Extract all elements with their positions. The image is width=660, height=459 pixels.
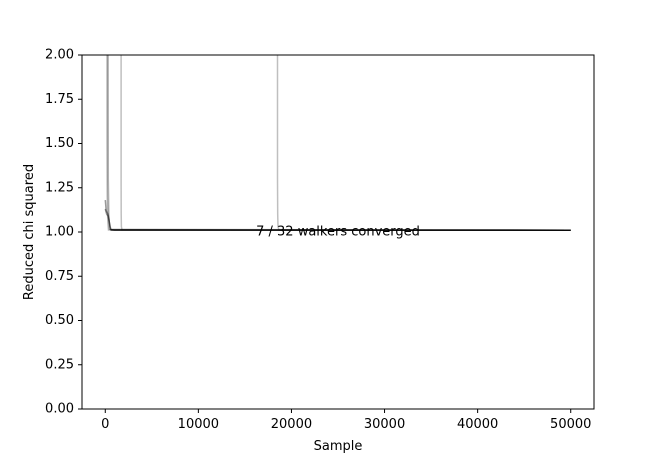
y-tick-label: 0.50 xyxy=(45,313,74,328)
y-tick-label: 1.00 xyxy=(45,225,74,240)
x-axis: 0 10000 20000 30000 40000 50000 xyxy=(101,409,591,432)
x-tick-label: 40000 xyxy=(457,417,498,432)
series-layer xyxy=(104,55,571,231)
walker-line-5 xyxy=(104,200,571,231)
x-tick-label: 30000 xyxy=(364,417,405,432)
x-tick-label: 10000 xyxy=(178,417,219,432)
x-tick-label: 20000 xyxy=(271,417,312,432)
x-axis-label: Sample xyxy=(314,439,363,454)
y-tick-label: 1.25 xyxy=(45,180,74,195)
y-tick-label: 0.00 xyxy=(45,402,74,417)
y-tick-label: 1.50 xyxy=(45,136,74,151)
plot-area xyxy=(82,55,594,409)
x-tick-label: 50000 xyxy=(550,417,591,432)
y-axis: 0.00 0.25 0.50 0.75 1.00 1.25 1.50 1.75 2.00 xyxy=(45,48,82,417)
y-tick-label: 0.75 xyxy=(45,269,74,284)
y-tick-label: 1.75 xyxy=(45,92,74,107)
annotation-label: 7 / 32 walkers converged xyxy=(256,225,420,240)
y-axis-label: Reduced chi squared xyxy=(22,164,37,300)
x-tick-label: 0 xyxy=(101,417,109,432)
y-tick-label: 2.00 xyxy=(45,48,74,63)
y-tick-label: 0.25 xyxy=(45,357,74,372)
